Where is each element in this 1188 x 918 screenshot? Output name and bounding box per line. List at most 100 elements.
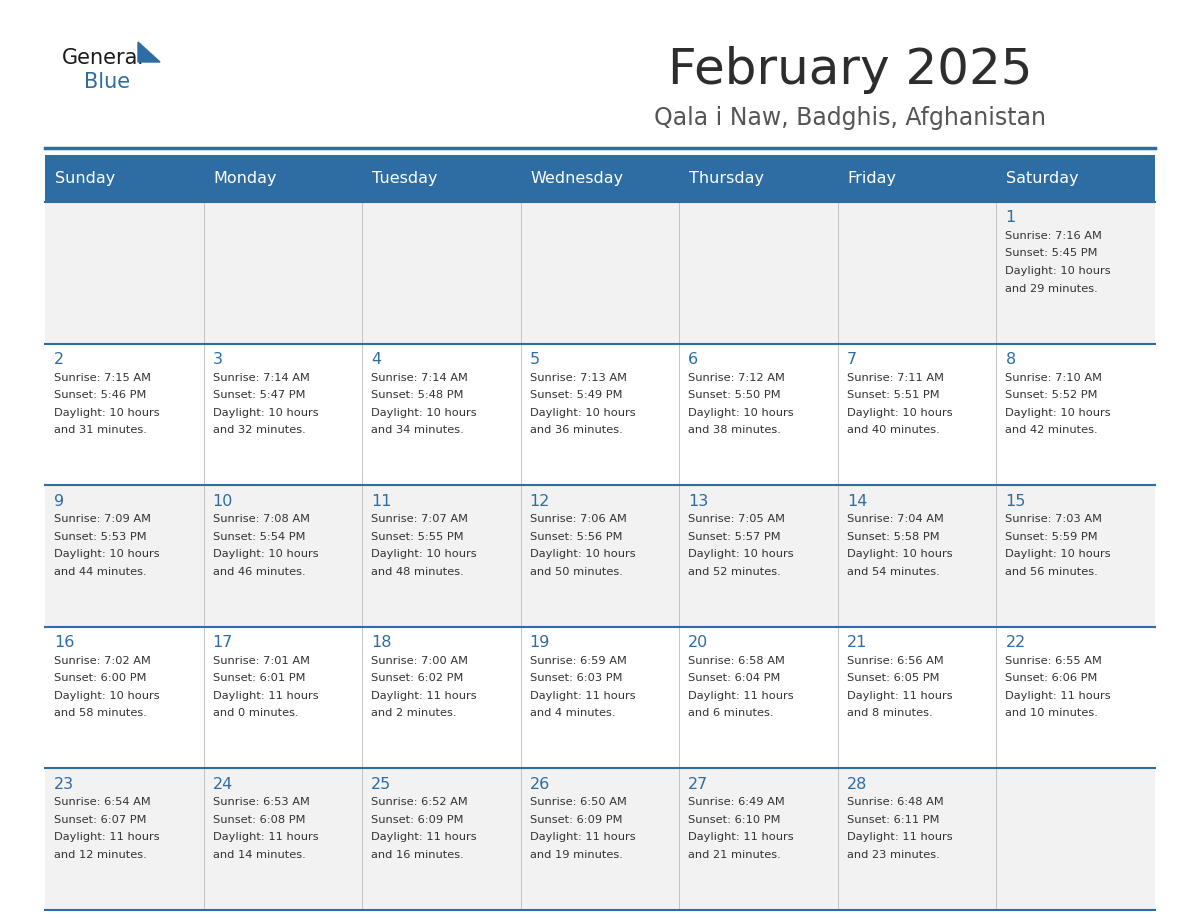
Text: and 58 minutes.: and 58 minutes.	[53, 709, 147, 718]
Text: and 4 minutes.: and 4 minutes.	[530, 709, 615, 718]
Text: and 34 minutes.: and 34 minutes.	[371, 425, 463, 435]
Text: Wednesday: Wednesday	[531, 171, 624, 186]
Text: 28: 28	[847, 777, 867, 792]
Text: 8: 8	[1005, 353, 1016, 367]
Text: and 19 minutes.: and 19 minutes.	[530, 850, 623, 860]
Bar	[45, 343, 1155, 486]
Text: Sunset: 6:04 PM: Sunset: 6:04 PM	[688, 673, 781, 683]
Text: Daylight: 10 hours: Daylight: 10 hours	[1005, 549, 1111, 559]
Text: 27: 27	[688, 777, 708, 792]
Text: February 2025: February 2025	[668, 46, 1032, 94]
Text: 25: 25	[371, 777, 391, 792]
Text: Sunset: 6:06 PM: Sunset: 6:06 PM	[1005, 673, 1098, 683]
Text: 13: 13	[688, 494, 708, 509]
Text: Sunset: 5:58 PM: Sunset: 5:58 PM	[847, 532, 940, 542]
Text: Sunset: 5:49 PM: Sunset: 5:49 PM	[530, 390, 623, 400]
Text: and 50 minutes.: and 50 minutes.	[530, 566, 623, 577]
Text: Sunset: 5:51 PM: Sunset: 5:51 PM	[847, 390, 940, 400]
Text: 24: 24	[213, 777, 233, 792]
Text: Daylight: 10 hours: Daylight: 10 hours	[530, 549, 636, 559]
Text: Sunrise: 7:02 AM: Sunrise: 7:02 AM	[53, 655, 151, 666]
Bar	[45, 627, 1155, 768]
Text: 18: 18	[371, 635, 392, 650]
Text: Sunrise: 7:04 AM: Sunrise: 7:04 AM	[847, 514, 943, 524]
Text: Monday: Monday	[214, 171, 277, 186]
Text: and 32 minutes.: and 32 minutes.	[213, 425, 305, 435]
Text: Daylight: 10 hours: Daylight: 10 hours	[371, 408, 476, 418]
Text: Sunrise: 6:58 AM: Sunrise: 6:58 AM	[688, 655, 785, 666]
Text: 10: 10	[213, 494, 233, 509]
Text: Sunrise: 7:10 AM: Sunrise: 7:10 AM	[1005, 373, 1102, 383]
Text: Sunset: 5:50 PM: Sunset: 5:50 PM	[688, 390, 781, 400]
Text: Sunset: 6:07 PM: Sunset: 6:07 PM	[53, 815, 146, 825]
Text: Daylight: 10 hours: Daylight: 10 hours	[1005, 266, 1111, 276]
Text: 26: 26	[530, 777, 550, 792]
Text: Sunrise: 7:06 AM: Sunrise: 7:06 AM	[530, 514, 626, 524]
Text: 7: 7	[847, 353, 857, 367]
Text: Daylight: 11 hours: Daylight: 11 hours	[371, 833, 476, 843]
Text: Sunrise: 7:11 AM: Sunrise: 7:11 AM	[847, 373, 943, 383]
Text: Sunrise: 6:55 AM: Sunrise: 6:55 AM	[1005, 655, 1102, 666]
Text: and 16 minutes.: and 16 minutes.	[371, 850, 463, 860]
Text: Sunset: 5:52 PM: Sunset: 5:52 PM	[1005, 390, 1098, 400]
Text: Daylight: 10 hours: Daylight: 10 hours	[847, 408, 953, 418]
Text: Daylight: 11 hours: Daylight: 11 hours	[530, 833, 636, 843]
Text: Daylight: 10 hours: Daylight: 10 hours	[847, 549, 953, 559]
Text: Sunrise: 7:03 AM: Sunrise: 7:03 AM	[1005, 514, 1102, 524]
Text: Sunset: 6:10 PM: Sunset: 6:10 PM	[688, 815, 781, 825]
Text: Qala i Naw, Badghis, Afghanistan: Qala i Naw, Badghis, Afghanistan	[655, 106, 1045, 130]
Text: 20: 20	[688, 635, 708, 650]
Text: Sunset: 6:09 PM: Sunset: 6:09 PM	[530, 815, 623, 825]
Text: and 21 minutes.: and 21 minutes.	[688, 850, 781, 860]
Text: 16: 16	[53, 635, 75, 650]
Text: Daylight: 10 hours: Daylight: 10 hours	[53, 408, 159, 418]
Text: Sunrise: 6:48 AM: Sunrise: 6:48 AM	[847, 798, 943, 808]
Text: Daylight: 11 hours: Daylight: 11 hours	[1005, 691, 1111, 700]
Text: Saturday: Saturday	[1006, 171, 1079, 186]
Text: Sunrise: 7:00 AM: Sunrise: 7:00 AM	[371, 655, 468, 666]
Text: and 8 minutes.: and 8 minutes.	[847, 709, 933, 718]
Text: Daylight: 10 hours: Daylight: 10 hours	[53, 549, 159, 559]
Text: Sunday: Sunday	[55, 171, 115, 186]
Text: Sunset: 6:09 PM: Sunset: 6:09 PM	[371, 815, 463, 825]
Bar	[45, 155, 1155, 202]
Text: Sunrise: 7:01 AM: Sunrise: 7:01 AM	[213, 655, 310, 666]
Text: and 12 minutes.: and 12 minutes.	[53, 850, 147, 860]
Text: 5: 5	[530, 353, 539, 367]
Text: and 31 minutes.: and 31 minutes.	[53, 425, 147, 435]
Text: 19: 19	[530, 635, 550, 650]
Bar	[45, 486, 1155, 627]
Text: Sunrise: 6:59 AM: Sunrise: 6:59 AM	[530, 655, 626, 666]
Text: and 38 minutes.: and 38 minutes.	[688, 425, 782, 435]
Text: Sunrise: 6:56 AM: Sunrise: 6:56 AM	[847, 655, 943, 666]
Text: Sunset: 5:47 PM: Sunset: 5:47 PM	[213, 390, 305, 400]
Text: Sunrise: 7:12 AM: Sunrise: 7:12 AM	[688, 373, 785, 383]
Text: and 52 minutes.: and 52 minutes.	[688, 566, 781, 577]
Text: Sunset: 6:00 PM: Sunset: 6:00 PM	[53, 673, 146, 683]
Text: 11: 11	[371, 494, 392, 509]
Text: Daylight: 10 hours: Daylight: 10 hours	[688, 408, 794, 418]
Text: 15: 15	[1005, 494, 1025, 509]
Text: Sunset: 5:46 PM: Sunset: 5:46 PM	[53, 390, 146, 400]
Text: Sunrise: 7:14 AM: Sunrise: 7:14 AM	[213, 373, 309, 383]
Text: Sunset: 6:01 PM: Sunset: 6:01 PM	[213, 673, 305, 683]
Text: 6: 6	[688, 353, 699, 367]
Text: Sunset: 5:57 PM: Sunset: 5:57 PM	[688, 532, 781, 542]
Text: Sunset: 5:53 PM: Sunset: 5:53 PM	[53, 532, 146, 542]
Text: Daylight: 11 hours: Daylight: 11 hours	[847, 691, 953, 700]
Text: Sunset: 5:55 PM: Sunset: 5:55 PM	[371, 532, 463, 542]
Text: Sunset: 5:45 PM: Sunset: 5:45 PM	[1005, 249, 1098, 259]
Text: Daylight: 11 hours: Daylight: 11 hours	[847, 833, 953, 843]
Text: Daylight: 10 hours: Daylight: 10 hours	[1005, 408, 1111, 418]
Text: and 29 minutes.: and 29 minutes.	[1005, 284, 1098, 294]
Text: 3: 3	[213, 353, 222, 367]
Text: 22: 22	[1005, 635, 1025, 650]
Text: and 42 minutes.: and 42 minutes.	[1005, 425, 1098, 435]
Text: Sunset: 5:59 PM: Sunset: 5:59 PM	[1005, 532, 1098, 542]
Text: 21: 21	[847, 635, 867, 650]
Text: Daylight: 10 hours: Daylight: 10 hours	[53, 691, 159, 700]
Text: Sunrise: 7:14 AM: Sunrise: 7:14 AM	[371, 373, 468, 383]
Text: Sunrise: 6:54 AM: Sunrise: 6:54 AM	[53, 798, 151, 808]
Text: Sunset: 6:11 PM: Sunset: 6:11 PM	[847, 815, 940, 825]
Text: Sunrise: 6:52 AM: Sunrise: 6:52 AM	[371, 798, 468, 808]
